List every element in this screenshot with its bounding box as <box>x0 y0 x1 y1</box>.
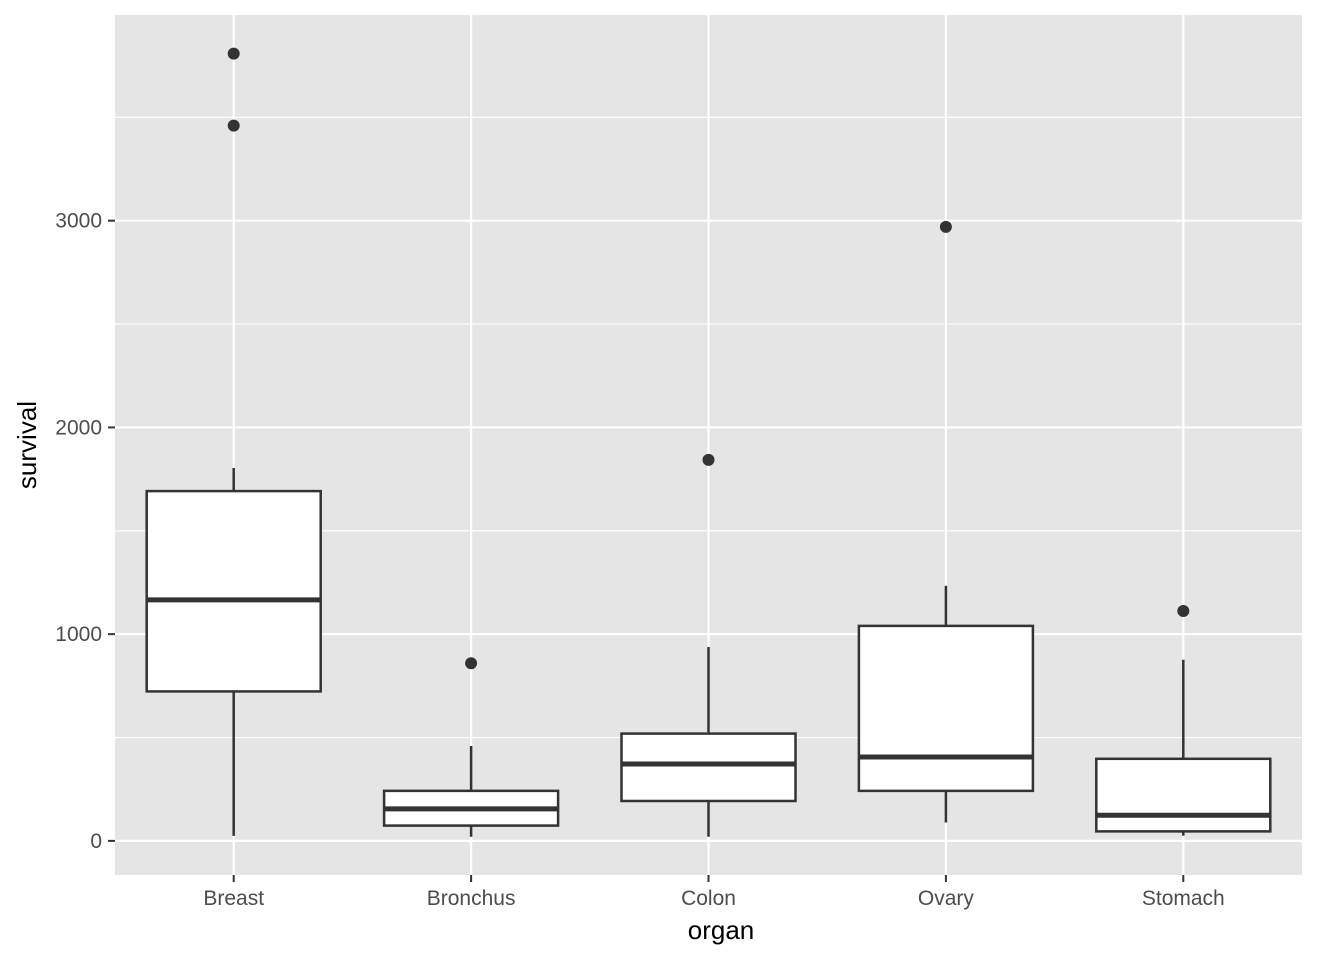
y-tick-label: 0 <box>90 830 102 853</box>
box-colon <box>620 453 797 837</box>
box-body <box>1095 757 1272 833</box>
x-tick-label: Bronchus <box>427 887 516 910</box>
box-bronchus <box>382 657 560 837</box>
x-axis-title: organ <box>688 915 755 945</box>
outlier-point <box>227 119 240 132</box>
x-tick-label: Stomach <box>1142 887 1225 910</box>
x-tick-label: Breast <box>203 887 264 910</box>
y-tick-label: 3000 <box>55 210 102 233</box>
x-tick-label: Colon <box>681 887 736 910</box>
box-breast <box>145 47 322 836</box>
box-body <box>857 624 1035 793</box>
outlier-point <box>1177 605 1190 618</box>
x-axis: Breast Bronchus Colon Ovary Stomach <box>203 875 1225 910</box>
y-tick-label: 2000 <box>55 416 102 439</box>
outlier-point <box>227 47 240 60</box>
y-axis-title: survival <box>12 401 42 489</box>
box-body <box>145 489 322 693</box>
box-ovary <box>857 220 1035 823</box>
box-body <box>620 732 797 803</box>
outlier-point <box>702 453 715 466</box>
outlier-point <box>465 657 478 670</box>
y-tick-label: 1000 <box>55 623 102 646</box>
y-axis: 0 1000 2000 3000 <box>55 210 115 853</box>
x-tick-label: Ovary <box>918 887 975 910</box>
outlier-point <box>939 220 952 233</box>
box-series <box>145 47 1272 837</box>
box-stomach <box>1095 605 1272 836</box>
